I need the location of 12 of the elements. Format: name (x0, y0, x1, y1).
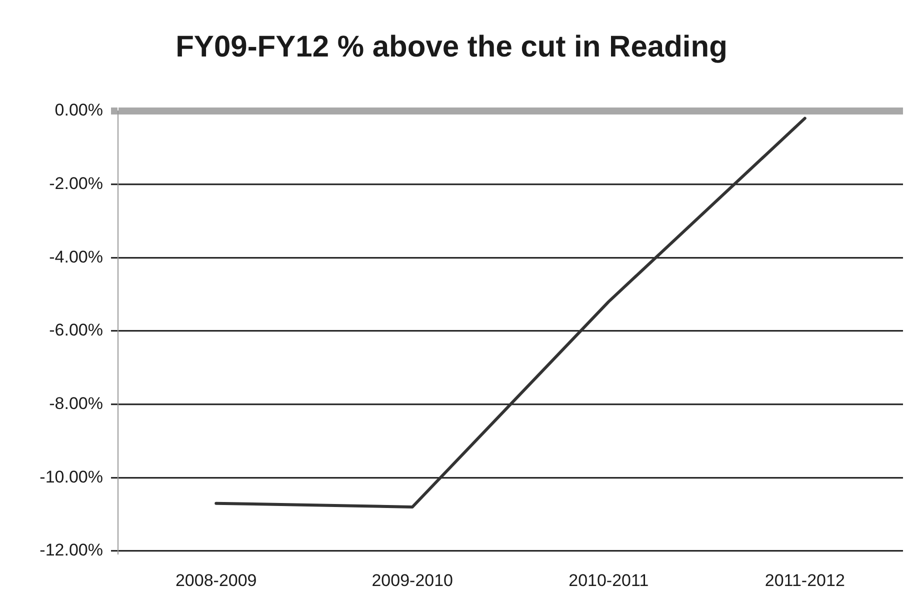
y-tick-label: -12.00% (40, 540, 103, 560)
x-tick-label: 2008-2009 (175, 570, 257, 590)
chart-title: FY09-FY12 % above the cut in Reading (176, 30, 728, 64)
y-tick-label: -8.00% (49, 394, 103, 414)
y-tick-label: -2.00% (49, 174, 103, 194)
x-tick-label: 2009-2010 (372, 570, 454, 590)
x-tick-label: 2011-2012 (764, 570, 845, 590)
x-tick-label: 2010-2011 (568, 570, 649, 590)
y-tick-label: -6.00% (49, 320, 103, 340)
y-tick-label: -4.00% (49, 247, 103, 266)
y-tick-label: -10.00% (40, 467, 103, 486)
y-tick-label: 0.00% (54, 100, 103, 120)
